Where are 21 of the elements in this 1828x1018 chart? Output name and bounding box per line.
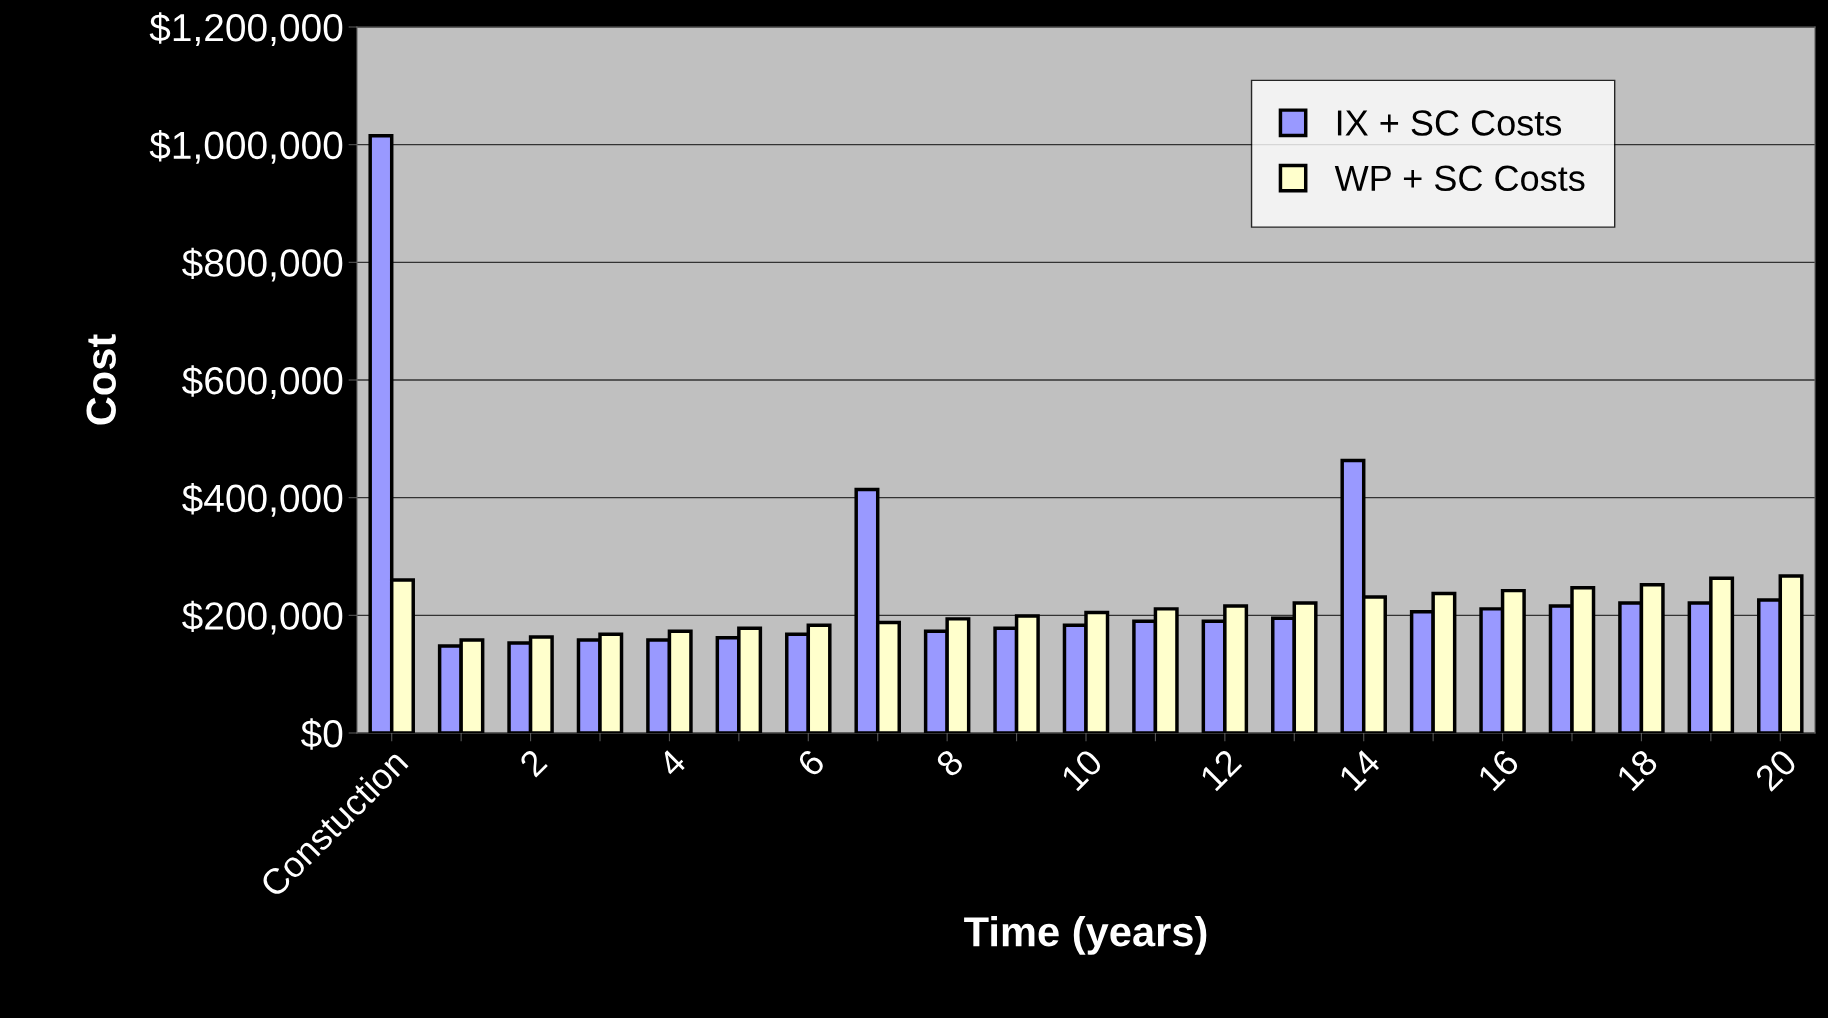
y-tick-label: $600,000 (182, 365, 343, 400)
x-tick-label: 4 (656, 747, 688, 779)
x-tick-label: 16 (1476, 747, 1521, 792)
x-tick-label: 6 (796, 747, 826, 778)
y-tick-label: $1,000,000 (149, 129, 343, 164)
legend-label: WP + SC Costs (1334, 165, 1585, 192)
legend-label: IX + SC Costs (1337, 110, 1562, 136)
x-axis-title: Time (years) (964, 915, 1207, 955)
x-tick-label: 8 (934, 747, 965, 779)
y-tick-label: $400,000 (182, 482, 343, 517)
x-tick-label: 20 (1753, 747, 1799, 793)
y-tick-label: $1,200,000 (149, 12, 343, 47)
x-tick-label: 18 (1615, 747, 1660, 792)
y-tick-label: $200,000 (182, 600, 343, 635)
x-tick-label: 10 (1060, 747, 1104, 792)
x-tick-label: 14 (1338, 747, 1382, 792)
y-tick-label: $0 (300, 718, 343, 750)
y-tick-label: $800,000 (182, 247, 343, 282)
y-axis-title: Cost (86, 334, 116, 425)
x-tick-label: 12 (1199, 748, 1243, 792)
x-tick-label: 2 (518, 748, 548, 778)
